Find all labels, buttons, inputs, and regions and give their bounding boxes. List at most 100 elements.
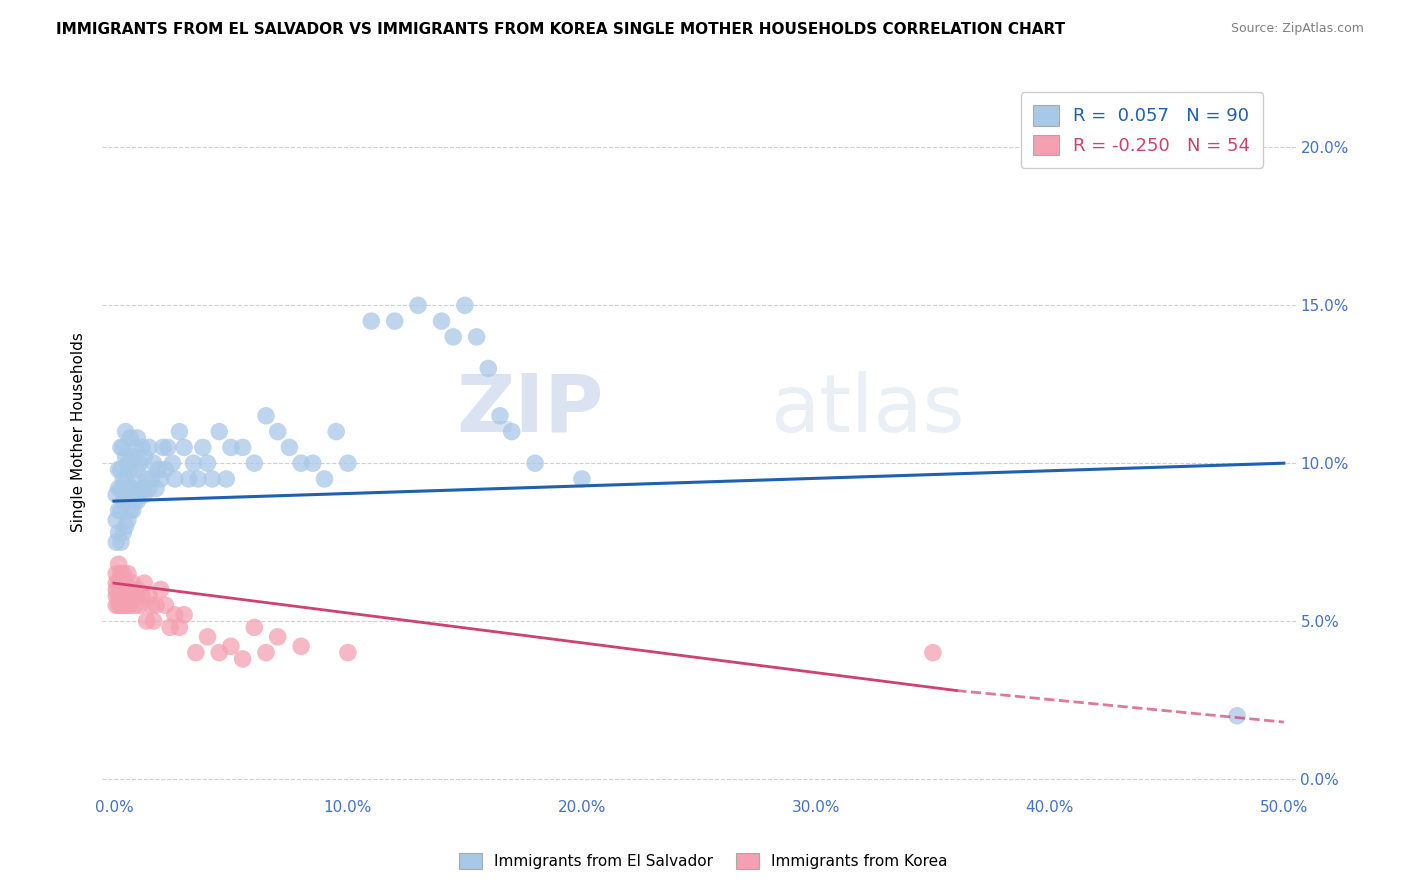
Point: [110, 503, 132, 517]
Point: [254, 409, 277, 423]
Point: [110, 576, 132, 591]
Point: [105, 582, 128, 597]
Point: [127, 582, 149, 597]
Point: [184, 646, 207, 660]
Point: [152, 441, 174, 455]
Point: [110, 441, 132, 455]
Point: [155, 462, 177, 476]
Point: [120, 582, 142, 597]
Point: [127, 462, 149, 476]
Point: [141, 599, 163, 613]
Point: [117, 599, 139, 613]
Point: [114, 450, 136, 464]
Point: [107, 462, 129, 476]
Point: [138, 441, 160, 455]
Point: [1226, 708, 1249, 723]
Point: [105, 535, 128, 549]
Point: [169, 425, 191, 439]
Point: [114, 425, 136, 439]
Point: [107, 589, 129, 603]
Point: [267, 425, 290, 439]
Point: [110, 535, 132, 549]
Point: [145, 482, 167, 496]
Point: [232, 441, 254, 455]
Point: [114, 472, 136, 486]
Point: [290, 456, 312, 470]
Point: [325, 425, 347, 439]
Point: [121, 482, 143, 496]
Point: [105, 513, 128, 527]
Point: [191, 441, 214, 455]
Point: [489, 409, 512, 423]
Point: [169, 620, 191, 634]
Point: [120, 456, 142, 470]
Point: [114, 576, 136, 591]
Point: [131, 482, 153, 496]
Point: [501, 425, 523, 439]
Point: [215, 472, 238, 486]
Point: [406, 298, 429, 312]
Point: [441, 330, 464, 344]
Point: [336, 456, 359, 470]
Point: [197, 456, 219, 470]
Point: [142, 614, 165, 628]
Point: [127, 494, 149, 508]
Point: [145, 599, 167, 613]
Point: [121, 576, 143, 591]
Point: [117, 582, 139, 597]
Point: [477, 361, 499, 376]
Point: [135, 614, 157, 628]
Point: [360, 314, 382, 328]
Point: [112, 441, 135, 455]
Point: [131, 589, 153, 603]
Legend: Immigrants from El Salvador, Immigrants from Korea: Immigrants from El Salvador, Immigrants …: [453, 847, 953, 875]
Point: [112, 494, 135, 508]
Point: [267, 630, 290, 644]
Point: [173, 607, 195, 622]
Point: [301, 456, 323, 470]
Point: [107, 599, 129, 613]
Point: [201, 472, 224, 486]
Point: [232, 652, 254, 666]
Text: atlas: atlas: [770, 371, 965, 449]
Point: [114, 599, 136, 613]
Point: [141, 472, 163, 486]
Point: [156, 441, 179, 455]
Point: [120, 482, 142, 496]
Point: [128, 599, 150, 613]
Point: [107, 576, 129, 591]
Point: [134, 450, 156, 464]
Point: [117, 566, 139, 581]
Point: [163, 607, 186, 622]
Point: [208, 425, 231, 439]
Point: [121, 503, 143, 517]
Point: [105, 566, 128, 581]
Point: [219, 441, 242, 455]
Point: [107, 503, 129, 517]
Point: [187, 472, 209, 486]
Point: [105, 488, 128, 502]
Point: [128, 456, 150, 470]
Point: [134, 576, 156, 591]
Point: [571, 472, 593, 486]
Point: [148, 462, 170, 476]
Point: [127, 589, 149, 603]
Point: [162, 456, 184, 470]
Point: [177, 472, 200, 486]
Point: [124, 494, 146, 508]
Point: [922, 646, 945, 660]
Point: [107, 482, 129, 496]
Point: [208, 646, 231, 660]
Point: [112, 472, 135, 486]
Point: [120, 599, 142, 613]
Point: [134, 488, 156, 502]
Point: [120, 503, 142, 517]
Point: [121, 450, 143, 464]
Point: [254, 646, 277, 660]
Point: [138, 482, 160, 496]
Point: [454, 298, 477, 312]
Point: [112, 582, 135, 597]
Y-axis label: Single Mother Households: Single Mother Households: [72, 332, 86, 532]
Point: [430, 314, 453, 328]
Point: [112, 525, 135, 540]
